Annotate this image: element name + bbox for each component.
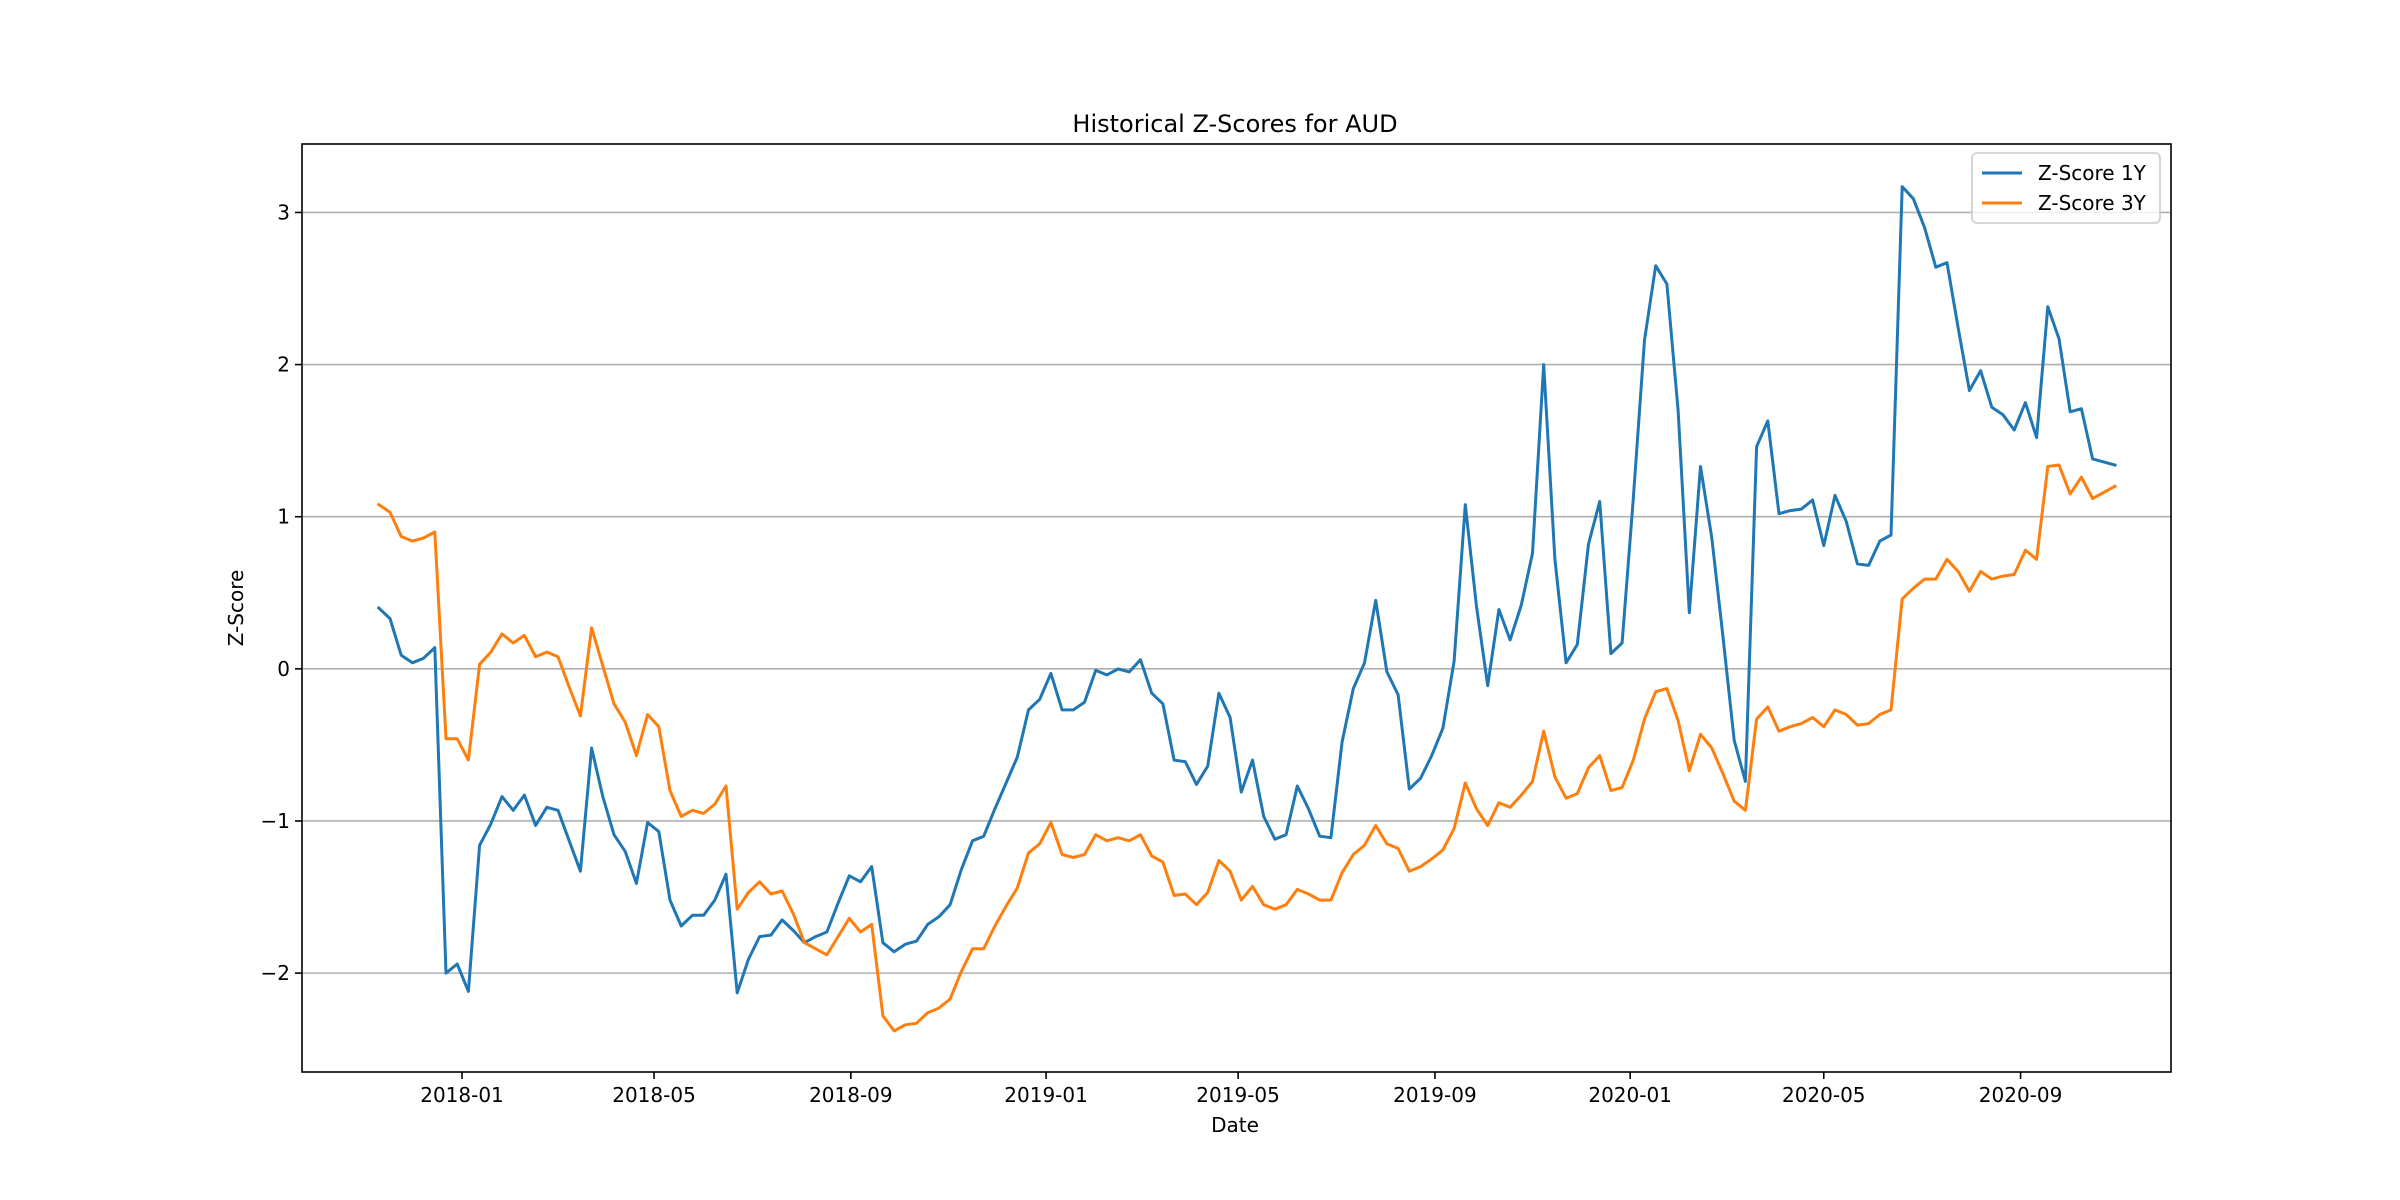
legend: Z-Score 1Y Z-Score 3Y (1971, 152, 2161, 224)
y-axis: −2 −1 0 1 2 3 (261, 200, 302, 985)
plot-lines (376, 185, 2118, 1033)
series-line-z-score-3y (376, 463, 2118, 1033)
y-axis-title: Z-Score (224, 570, 248, 647)
y-tick-label: 0 (277, 657, 290, 681)
plot-frame (301, 143, 2172, 1073)
y-tick-label: −2 (261, 961, 290, 985)
y-tick-label: −1 (261, 809, 290, 833)
x-tick-label: 2019-01 (1004, 1083, 1088, 1107)
x-tick-label: 2019-09 (1393, 1083, 1477, 1107)
y-tick-label: 3 (277, 200, 290, 224)
x-tick-label: 2018-05 (612, 1083, 696, 1107)
x-tick-label: 2019-05 (1196, 1083, 1280, 1107)
x-tick-label: 2020-01 (1588, 1083, 1672, 1107)
x-tick-label: 2020-09 (1979, 1083, 2063, 1107)
gridlines (302, 211, 2171, 974)
x-tick-label: 2020-05 (1782, 1083, 1866, 1107)
legend-label-z-score-3y: Z-Score 3Y (2038, 191, 2147, 215)
chart-title: Historical Z-Scores for AUD (1072, 110, 1397, 138)
x-axis-title: Date (1211, 1113, 1259, 1137)
y-tick-label: 2 (277, 353, 290, 377)
legend-label-z-score-1y: Z-Score 1Y (2038, 161, 2147, 185)
legend-box (1971, 152, 2161, 224)
series-line-z-score-1y (376, 185, 2117, 995)
y-tick-label: 1 (277, 505, 290, 529)
x-tick-label: 2018-01 (420, 1083, 504, 1107)
x-tick-label: 2018-09 (809, 1083, 893, 1107)
x-axis: 2018-01 2018-05 2018-09 2019-01 2019-05 2019-… (420, 1072, 2062, 1107)
